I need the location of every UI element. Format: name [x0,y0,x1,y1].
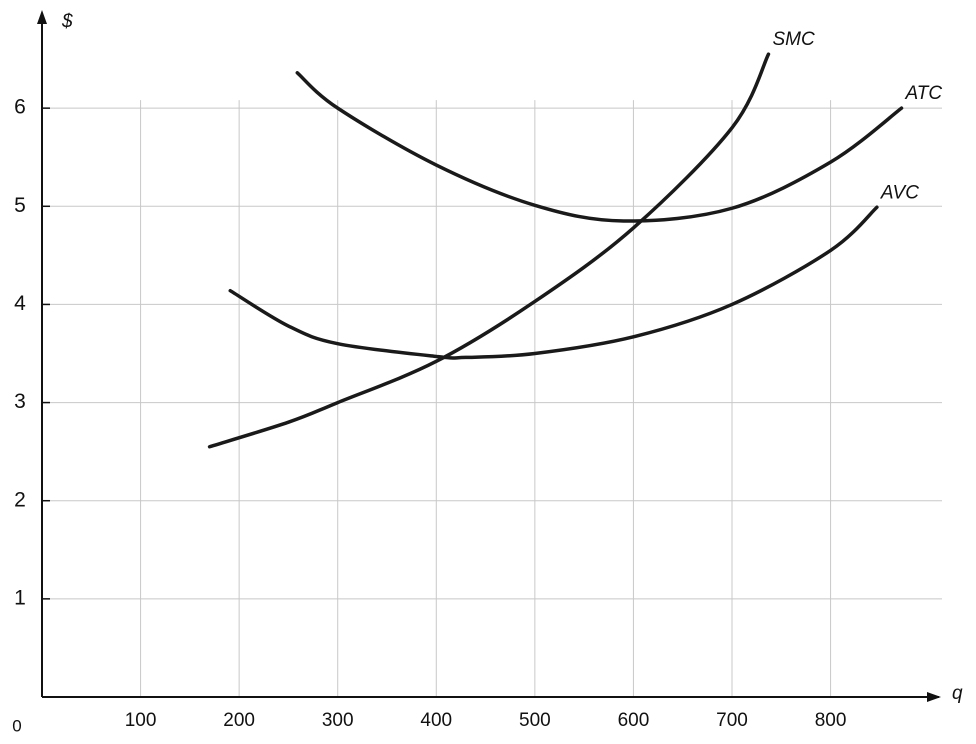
x-tick-label: 500 [519,710,551,731]
y-tick-label: 3 [14,390,26,413]
y-axis-label: $ [61,11,73,32]
x-tick-label: 700 [716,710,748,731]
y-tick-label: 4 [14,292,26,315]
y-tick-label: 6 [14,96,26,119]
curve [295,71,904,223]
y-tick-label: 5 [14,194,26,217]
x-tick-label: 800 [815,710,847,731]
y-axis-arrow [37,10,47,24]
y-tick-label: 1 [14,586,26,609]
origin-label: 0 [12,716,21,735]
curve [228,205,879,360]
x-axis-label: q [952,683,963,704]
x-tick-label: 100 [125,710,157,731]
curve-label: AVC [880,182,919,203]
curve [207,52,771,449]
x-axis-arrow [927,692,941,702]
x-tick-label: 400 [420,710,452,731]
curve-label: SMC [772,29,815,50]
x-tick-label: 600 [618,710,650,731]
x-tick-label: 200 [223,710,255,731]
x-tick-label: 300 [322,710,354,731]
y-tick-label: 2 [14,488,26,511]
curve-label: ATC [905,83,943,104]
